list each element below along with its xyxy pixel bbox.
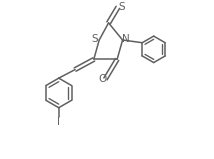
Text: O: O xyxy=(98,74,106,84)
Text: S: S xyxy=(91,34,98,44)
Text: S: S xyxy=(118,2,125,11)
Text: I: I xyxy=(57,117,60,127)
Text: N: N xyxy=(122,34,130,44)
